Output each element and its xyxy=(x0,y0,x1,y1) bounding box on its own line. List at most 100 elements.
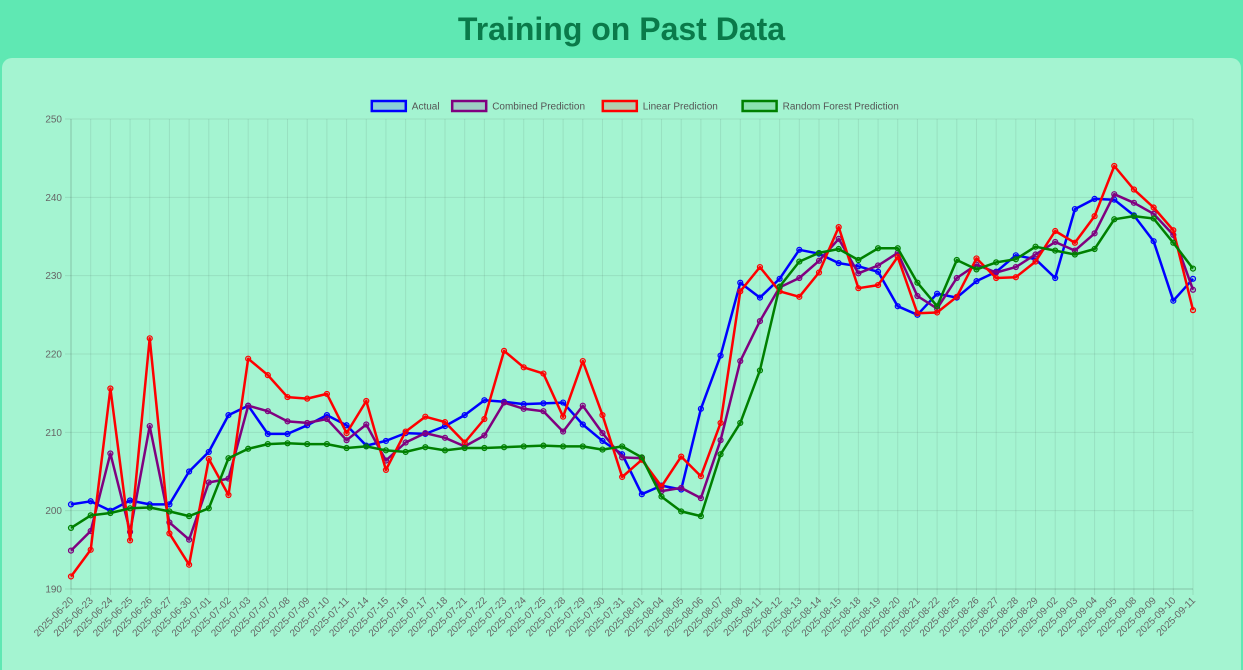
data-point xyxy=(146,335,153,342)
series-combined-prediction xyxy=(67,191,1197,554)
data-point xyxy=(579,357,586,365)
data-point xyxy=(776,283,783,290)
data-point xyxy=(658,493,665,500)
data-point xyxy=(245,355,252,362)
data-point xyxy=(1091,230,1098,237)
data-point xyxy=(304,440,311,448)
data-point xyxy=(481,397,488,404)
data-point xyxy=(363,421,370,428)
data-point xyxy=(678,484,685,492)
data-point xyxy=(126,505,134,512)
data-point xyxy=(1052,274,1059,282)
data-point xyxy=(126,537,134,544)
data-point xyxy=(1012,274,1019,281)
data-point xyxy=(186,561,193,568)
data-point xyxy=(67,501,75,508)
data-point xyxy=(402,439,409,446)
data-point xyxy=(756,318,764,325)
data-point xyxy=(914,279,921,286)
data-point xyxy=(186,468,193,475)
data-point xyxy=(953,256,960,264)
data-point xyxy=(973,255,980,262)
series-linear-prediction xyxy=(67,162,1197,580)
data-point xyxy=(481,444,488,452)
chart-card xyxy=(2,58,1241,670)
data-point xyxy=(678,508,685,515)
data-point xyxy=(914,310,921,317)
y-tick-label: 230 xyxy=(45,271,62,282)
data-point xyxy=(737,279,744,286)
y-tick-label: 190 xyxy=(45,585,62,596)
data-point xyxy=(481,415,488,423)
data-point xyxy=(756,294,764,301)
data-point xyxy=(107,385,114,392)
data-point xyxy=(1012,256,1019,263)
y-tick-label: 250 xyxy=(45,115,62,126)
data-point xyxy=(894,253,901,260)
data-point xyxy=(225,455,232,462)
data-point xyxy=(815,249,823,257)
data-point xyxy=(1091,195,1098,202)
data-point xyxy=(1071,239,1078,246)
data-point xyxy=(67,573,75,580)
series-line xyxy=(69,164,1195,578)
data-point xyxy=(717,437,724,444)
data-point xyxy=(934,309,941,316)
data-point xyxy=(560,413,567,420)
data-point xyxy=(619,443,626,450)
data-point xyxy=(382,447,390,454)
data-point xyxy=(323,440,330,448)
data-point xyxy=(205,505,212,512)
series-line xyxy=(70,192,1195,552)
data-point xyxy=(1130,213,1138,220)
legend-item[interactable]: Random Forest Prediction xyxy=(741,99,899,113)
data-point xyxy=(402,428,409,435)
page-header: Training on Past Data xyxy=(0,0,1243,58)
data-point xyxy=(245,445,252,452)
data-point xyxy=(815,269,823,276)
legend-label: Linear Prediction xyxy=(643,102,718,113)
data-point xyxy=(1091,213,1098,220)
data-point xyxy=(934,303,941,310)
legend-item[interactable]: Combined Prediction xyxy=(450,99,585,113)
data-point xyxy=(166,530,173,537)
data-point xyxy=(284,430,291,437)
data-point xyxy=(855,285,862,292)
data-point xyxy=(382,437,390,445)
legend-item[interactable]: Linear Prediction xyxy=(601,99,718,113)
data-point xyxy=(441,434,449,441)
data-point xyxy=(126,497,134,504)
data-point xyxy=(166,508,173,515)
data-point xyxy=(205,448,212,456)
data-point xyxy=(796,293,803,300)
data-point xyxy=(1111,216,1118,223)
data-point xyxy=(1170,239,1177,246)
data-point xyxy=(953,293,960,300)
data-point xyxy=(973,266,980,273)
data-point xyxy=(737,288,744,295)
data-point xyxy=(1032,243,1039,250)
data-point xyxy=(560,399,567,406)
data-point xyxy=(500,347,508,354)
data-point xyxy=(619,473,626,481)
data-point xyxy=(422,430,429,437)
data-point xyxy=(835,235,842,242)
legend-item[interactable]: Actual xyxy=(370,99,440,113)
data-point xyxy=(540,400,547,407)
data-point xyxy=(540,370,547,377)
data-point xyxy=(934,290,941,297)
data-point xyxy=(264,408,271,415)
data-point xyxy=(697,473,704,480)
data-point xyxy=(87,512,94,519)
data-point xyxy=(284,393,291,401)
data-point xyxy=(756,263,764,271)
data-point xyxy=(619,454,626,461)
data-point xyxy=(737,357,744,365)
data-point xyxy=(776,275,783,282)
data-point xyxy=(1130,186,1138,193)
data-point xyxy=(461,444,468,452)
data-point xyxy=(186,536,193,543)
data-point xyxy=(520,443,527,450)
data-point xyxy=(599,430,606,437)
data-point xyxy=(225,412,232,419)
